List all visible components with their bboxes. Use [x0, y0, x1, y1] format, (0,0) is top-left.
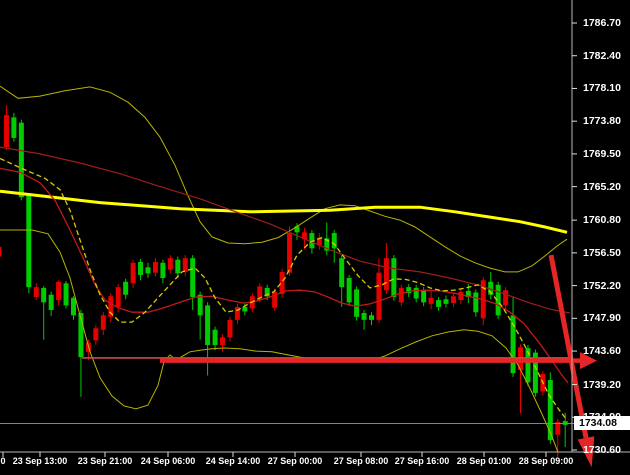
candle-body [197, 294, 203, 316]
candle-body [11, 117, 17, 138]
candle-body [212, 329, 218, 345]
candle-body [220, 337, 225, 345]
candle-body [473, 292, 479, 313]
candle-body [309, 233, 315, 249]
candle-body [48, 294, 54, 310]
candle-body [428, 297, 434, 304]
current-price-badge: 1734.08 [574, 416, 630, 430]
candle-body [316, 237, 322, 246]
candle-body [503, 290, 509, 306]
candle-body [346, 277, 352, 303]
candle-body [547, 379, 553, 441]
candle-body [182, 258, 188, 272]
candle-body [272, 291, 278, 308]
candle-body [510, 315, 516, 374]
candle-body [18, 122, 24, 198]
candle-body [376, 272, 382, 320]
candle-body [257, 286, 263, 299]
candle-body [41, 287, 47, 303]
candle-body [525, 348, 531, 383]
candle-body [100, 315, 106, 330]
ma-slow-yellow [0, 189, 568, 234]
ma-slow-red [0, 146, 571, 314]
candle-body [301, 232, 307, 240]
candle-body [294, 226, 300, 233]
candle-body [324, 238, 330, 251]
candle-body [465, 290, 471, 298]
candle-body [361, 313, 367, 320]
candle-body [33, 287, 39, 298]
candle-body [383, 258, 389, 291]
candle-body [234, 306, 240, 320]
candle-body [391, 258, 397, 298]
candle-body [167, 258, 173, 270]
candle-body [160, 262, 166, 278]
candle-body [242, 306, 248, 312]
candle-body [331, 233, 337, 249]
candle-body [190, 258, 196, 298]
right-arrowhead-icon[interactable] [580, 352, 597, 370]
candle-body [287, 233, 293, 273]
candle-body [413, 287, 419, 299]
candle-body [406, 287, 412, 294]
candle-body [495, 284, 501, 316]
candle-body [555, 421, 561, 435]
candle-body [3, 115, 9, 148]
candle-body [56, 281, 62, 301]
ma-mid-red [0, 167, 569, 384]
candle-body [71, 297, 76, 316]
candle-body [175, 259, 181, 274]
candle-body [115, 287, 121, 307]
candle-body [532, 352, 538, 393]
candle-body [0, 246, 2, 257]
candle-body [93, 328, 99, 341]
candle-body [152, 262, 158, 273]
candle-body [458, 291, 464, 301]
candle-body [138, 262, 144, 275]
bollinger-lower [0, 229, 559, 453]
candle-body [369, 315, 374, 320]
candle-body [436, 300, 442, 307]
candle-body [279, 271, 285, 294]
candle-body [450, 296, 456, 304]
candle-body [63, 283, 69, 306]
candle-body [421, 290, 427, 303]
candle-body [205, 305, 211, 345]
down-trend-arrow-line [548, 254, 589, 439]
candle-body [123, 281, 129, 295]
ma-fast-yellow [0, 157, 567, 420]
candle-body [78, 313, 84, 358]
candle-body [227, 319, 233, 338]
candle-body [264, 287, 270, 297]
candle-body [339, 258, 345, 288]
candle-body [488, 281, 494, 295]
candle-body [562, 421, 568, 425]
bollinger-upper [0, 85, 568, 273]
candle-body [398, 287, 404, 303]
candle-body [108, 296, 114, 317]
candle-body [354, 289, 360, 317]
candle-body [26, 195, 32, 288]
candle-body [130, 262, 136, 284]
candle-body [443, 299, 449, 304]
candle-body [145, 267, 151, 274]
